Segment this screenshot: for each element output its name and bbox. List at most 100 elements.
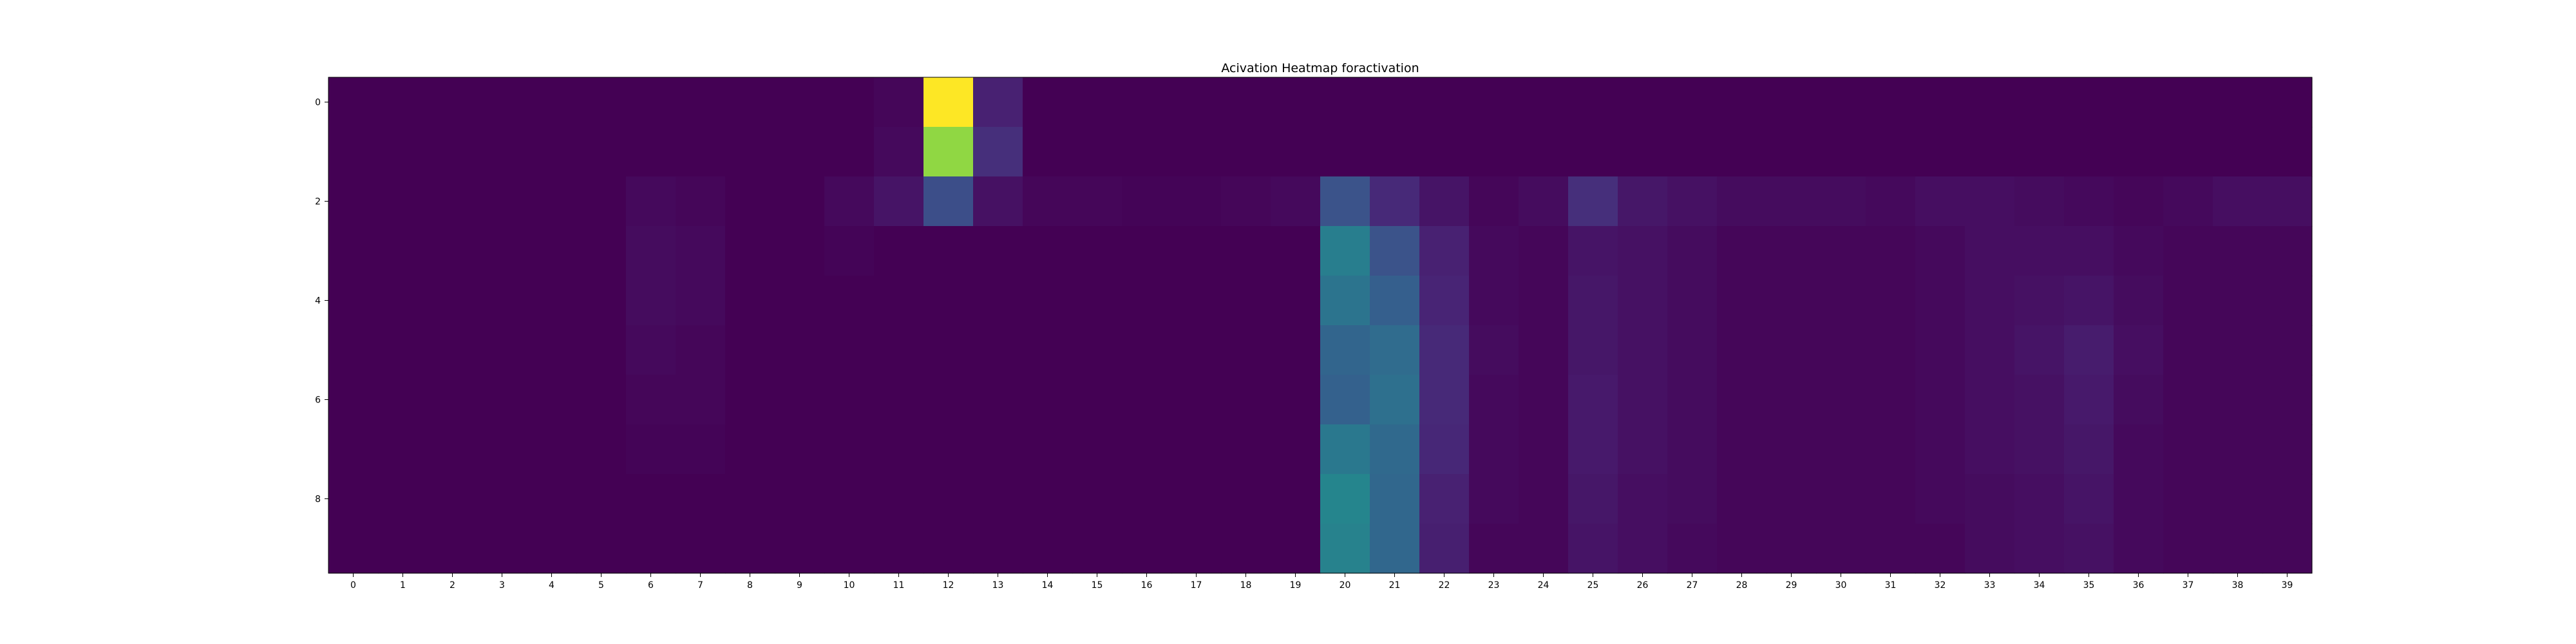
heatmap-cell xyxy=(1370,424,1420,475)
heatmap-cell xyxy=(775,424,825,475)
heatmap-cell xyxy=(973,474,1023,524)
heatmap-cell xyxy=(1965,325,2015,375)
heatmap-cell xyxy=(2064,176,2114,227)
x-tick-label: 1 xyxy=(400,580,406,591)
heatmap-cell xyxy=(1915,474,1965,524)
heatmap-cell xyxy=(1965,226,2015,276)
x-axis: 0 1 2 3 4 5 6 7 8 9 10 11 12 13 14 15 16 17 18 19 20 21 22 23 24… xyxy=(350,573,2293,591)
heatmap-cell xyxy=(576,176,627,227)
heatmap-cell xyxy=(1320,375,1370,425)
x-tick-label: 2 xyxy=(450,580,455,591)
heatmap-cell xyxy=(725,424,775,475)
heatmap-cell xyxy=(1965,77,2015,128)
heatmap-cell xyxy=(1618,375,1668,425)
heatmap-cell xyxy=(428,325,478,375)
heatmap-cell xyxy=(1915,276,1965,326)
heatmap-cell xyxy=(1370,226,1420,276)
heatmap-cell xyxy=(1519,226,1569,276)
heatmap-cell xyxy=(2213,176,2263,227)
x-tick-label: 8 xyxy=(747,580,753,591)
heatmap-cell xyxy=(1866,77,1916,128)
heatmap-cell xyxy=(428,176,478,227)
heatmap-cell xyxy=(824,127,875,177)
x-tick-label: 19 xyxy=(1290,580,1302,591)
x-tick-label: 5 xyxy=(598,580,604,591)
heatmap-cell xyxy=(428,77,478,128)
heatmap-cell xyxy=(874,325,924,375)
heatmap-cell xyxy=(1965,424,2015,475)
heatmap-cell xyxy=(1519,77,1569,128)
x-tick-label: 33 xyxy=(1984,580,1996,591)
heatmap-cell xyxy=(626,424,676,475)
heatmap-cell xyxy=(626,276,676,326)
heatmap-cell xyxy=(824,524,875,574)
heatmap-cell xyxy=(775,276,825,326)
heatmap-cell xyxy=(1370,127,1420,177)
heatmap-cell xyxy=(1618,226,1668,276)
heatmap-cell xyxy=(1221,276,1271,326)
heatmap-cell xyxy=(378,226,428,276)
heatmap-cell xyxy=(1568,77,1618,128)
x-tick-label: 32 xyxy=(1935,580,1946,591)
x-tick-label: 0 xyxy=(350,580,356,591)
heatmap-cell xyxy=(1271,226,1321,276)
heatmap-cell xyxy=(576,524,627,574)
heatmap-cell xyxy=(1667,226,1718,276)
plot-frame xyxy=(328,77,2313,574)
heatmap-cell xyxy=(378,375,428,425)
x-tick-label: 25 xyxy=(1587,580,1599,591)
x-tick-label: 21 xyxy=(1389,580,1401,591)
heatmap-cell xyxy=(1519,474,1569,524)
heatmap-cell xyxy=(2213,325,2263,375)
heatmap-cell xyxy=(2262,77,2313,128)
heatmap-cell xyxy=(428,226,478,276)
x-tick-label: 28 xyxy=(1736,580,1748,591)
heatmap-cell xyxy=(1717,424,1767,475)
heatmap-cell xyxy=(1419,176,1470,227)
x-tick-label: 22 xyxy=(1439,580,1450,591)
heatmap-cell xyxy=(1667,375,1718,425)
heatmap-cell xyxy=(626,375,676,425)
heatmap-cell xyxy=(874,77,924,128)
heatmap-cell xyxy=(2114,325,2164,375)
heatmap-cell xyxy=(1965,524,2015,574)
heatmap-cell xyxy=(2064,375,2114,425)
heatmap-cell xyxy=(1766,276,1817,326)
heatmap-cell xyxy=(1717,176,1767,227)
heatmap-cell xyxy=(576,127,627,177)
heatmap-cell xyxy=(328,276,379,326)
heatmap-cell xyxy=(1171,276,1222,326)
heatmap-cell xyxy=(2064,325,2114,375)
heatmap-cell xyxy=(2163,424,2213,475)
heatmap-cell xyxy=(676,226,726,276)
heatmap-cell xyxy=(2014,127,2065,177)
x-tick-label: 27 xyxy=(1687,580,1698,591)
heatmap-cell xyxy=(2114,524,2164,574)
heatmap-cell xyxy=(1221,226,1271,276)
heatmap-cell xyxy=(1122,375,1172,425)
heatmap-cell xyxy=(2213,474,2263,524)
heatmap-cell xyxy=(2213,127,2263,177)
heatmap-cell xyxy=(576,325,627,375)
heatmap-cell xyxy=(2163,176,2213,227)
heatmap-cell xyxy=(1320,524,1370,574)
heatmap-cell xyxy=(1568,524,1618,574)
heatmap-cell xyxy=(1122,424,1172,475)
heatmap-cell xyxy=(2114,176,2164,227)
heatmap-cell xyxy=(1271,474,1321,524)
heatmap-cell xyxy=(775,375,825,425)
heatmap-cell xyxy=(923,474,974,524)
heatmap-cell xyxy=(973,276,1023,326)
heatmap-cell xyxy=(1370,524,1420,574)
heatmap-cell xyxy=(1519,375,1569,425)
y-tick-label: 2 xyxy=(315,197,321,207)
heatmap-cell xyxy=(2163,127,2213,177)
heatmap-cell xyxy=(2262,276,2313,326)
heatmap-cell xyxy=(1370,176,1420,227)
heatmap-cell xyxy=(2163,524,2213,574)
heatmap-cell xyxy=(1766,176,1817,227)
heatmap-cell xyxy=(2014,524,2065,574)
heatmap-cell xyxy=(2064,276,2114,326)
heatmap-cell xyxy=(725,226,775,276)
x-tick-label: 15 xyxy=(1092,580,1103,591)
